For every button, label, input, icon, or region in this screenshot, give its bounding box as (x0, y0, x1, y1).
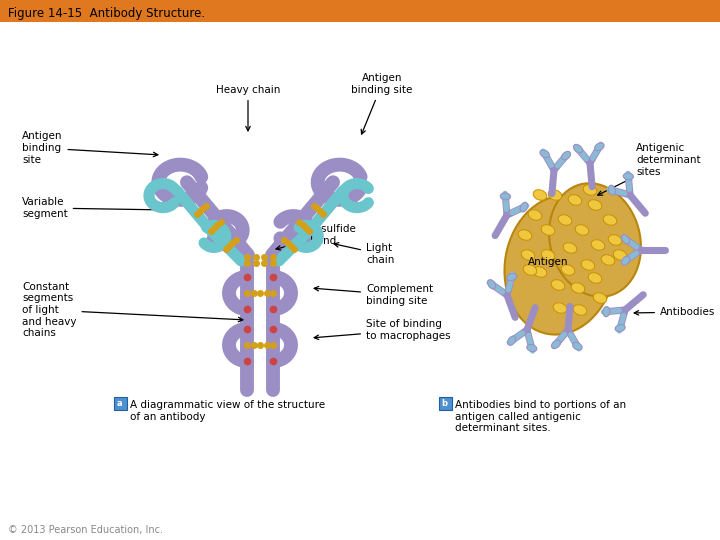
Ellipse shape (568, 195, 582, 205)
Ellipse shape (505, 195, 616, 335)
Text: © 2013 Pearson Education, Inc.: © 2013 Pearson Education, Inc. (8, 525, 163, 535)
Ellipse shape (534, 267, 546, 277)
Ellipse shape (624, 173, 634, 180)
Ellipse shape (591, 240, 605, 250)
Ellipse shape (527, 345, 537, 352)
Ellipse shape (588, 200, 602, 210)
Text: Antigen
binding
site: Antigen binding site (22, 131, 158, 165)
Ellipse shape (572, 342, 582, 350)
Ellipse shape (520, 202, 528, 212)
Text: Antibodies bind to portions of an
antigen called antigenic
determinant sites.: Antibodies bind to portions of an antige… (455, 400, 626, 433)
Ellipse shape (595, 143, 604, 151)
Ellipse shape (548, 190, 562, 200)
Ellipse shape (574, 145, 582, 153)
Ellipse shape (549, 183, 641, 297)
Text: Light
chain: Light chain (334, 242, 395, 265)
FancyBboxPatch shape (439, 397, 452, 410)
Ellipse shape (615, 325, 625, 332)
Text: A diagrammatic view of the structure
of an antibody: A diagrammatic view of the structure of … (130, 400, 325, 422)
Ellipse shape (541, 249, 555, 260)
Text: Constant
segments
of light
and heavy
chains: Constant segments of light and heavy cha… (22, 282, 243, 338)
Ellipse shape (608, 235, 622, 245)
Ellipse shape (575, 225, 589, 235)
Ellipse shape (552, 340, 560, 348)
Text: Antigenic
determinant
sites: Antigenic determinant sites (598, 144, 701, 195)
Ellipse shape (563, 242, 577, 253)
Ellipse shape (552, 280, 564, 291)
Ellipse shape (507, 273, 517, 280)
Ellipse shape (603, 215, 617, 225)
Ellipse shape (561, 265, 575, 275)
Ellipse shape (534, 190, 546, 200)
FancyBboxPatch shape (114, 397, 127, 410)
Text: Heavy chain: Heavy chain (216, 85, 280, 131)
Ellipse shape (571, 283, 585, 293)
Ellipse shape (613, 249, 627, 260)
Text: b: b (441, 399, 447, 408)
Text: Antigen
binding site: Antigen binding site (351, 73, 413, 134)
Ellipse shape (500, 193, 510, 200)
Ellipse shape (521, 249, 535, 260)
Text: Site of binding
to macrophages: Site of binding to macrophages (314, 319, 451, 341)
Ellipse shape (523, 265, 537, 275)
Ellipse shape (593, 293, 607, 303)
Ellipse shape (601, 255, 615, 265)
Text: Antigen: Antigen (528, 257, 568, 267)
Ellipse shape (558, 215, 572, 225)
Text: a: a (116, 399, 122, 408)
Bar (0, 0, 720, 22)
Ellipse shape (608, 185, 616, 195)
Ellipse shape (562, 152, 570, 160)
Ellipse shape (581, 260, 595, 271)
Ellipse shape (588, 273, 602, 284)
Ellipse shape (518, 230, 532, 240)
Ellipse shape (508, 336, 516, 346)
Text: Complement
binding site: Complement binding site (314, 284, 433, 306)
Ellipse shape (621, 235, 630, 244)
Ellipse shape (573, 305, 587, 315)
Ellipse shape (528, 210, 541, 220)
Text: Antibodies: Antibodies (634, 307, 716, 317)
Ellipse shape (540, 150, 549, 158)
Ellipse shape (487, 280, 496, 289)
Ellipse shape (541, 225, 555, 235)
Text: Variable
segment: Variable segment (22, 197, 166, 219)
Ellipse shape (553, 303, 567, 313)
Ellipse shape (621, 256, 630, 265)
Text: Figure 14-15  Antibody Structure.: Figure 14-15 Antibody Structure. (8, 8, 205, 21)
Ellipse shape (603, 307, 610, 317)
Text: Disulfide
bond: Disulfide bond (276, 224, 356, 250)
Ellipse shape (583, 185, 597, 195)
